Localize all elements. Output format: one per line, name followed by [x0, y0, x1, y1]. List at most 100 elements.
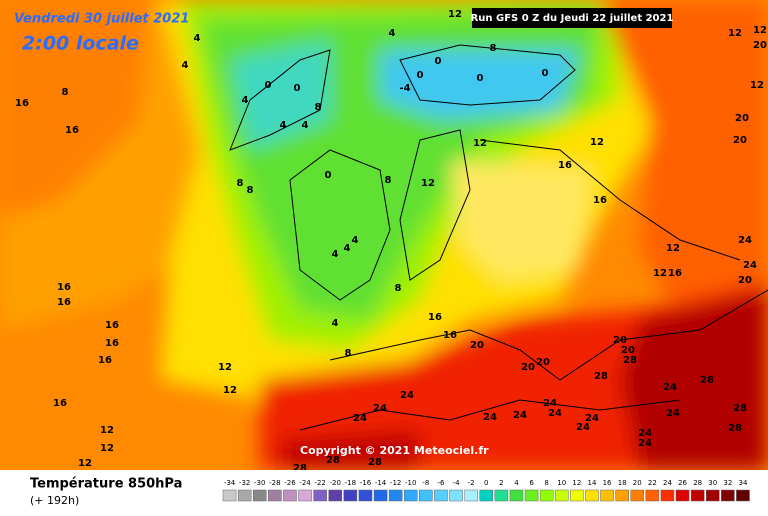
contour-label: 16	[53, 398, 67, 409]
contour-label: 8	[237, 178, 244, 189]
scale-swatch	[660, 489, 675, 502]
contour-label: 12	[100, 443, 114, 454]
contour-label: 12	[448, 9, 462, 20]
contour-label: 16	[105, 338, 119, 349]
scale-swatch	[524, 489, 539, 502]
temperature-field	[0, 0, 768, 470]
contour-label: 16	[443, 330, 457, 341]
scale-label: -28	[269, 479, 280, 487]
contour-label: 0	[542, 68, 549, 79]
scale-swatch	[388, 489, 403, 502]
contour-label: 24	[743, 260, 757, 271]
scale-swatch	[464, 489, 478, 502]
scale-label: 10	[557, 479, 566, 487]
scale-swatch	[690, 489, 705, 502]
contour-label: 24	[666, 408, 680, 419]
scale-swatch	[479, 489, 494, 502]
contour-label: 12	[666, 243, 680, 254]
contour-label: 12	[78, 458, 92, 469]
scale-label: 22	[648, 479, 657, 487]
contour-label: 4	[302, 120, 309, 131]
contour-label: 28	[733, 403, 747, 414]
legend-title: Température 850hPa	[30, 477, 182, 492]
scale-label: 2	[499, 479, 503, 487]
contour-label: 24	[638, 428, 652, 439]
contour-label: 8	[395, 283, 402, 294]
contour-label: 28	[728, 423, 742, 434]
scale-label: -26	[284, 479, 296, 487]
scale-swatch	[373, 489, 388, 502]
scale-label: 24	[663, 479, 672, 487]
contour-label: 20	[613, 335, 627, 346]
scale-label: -20	[330, 479, 341, 487]
scale-label: -2	[468, 479, 475, 487]
contour-label: 16	[668, 268, 682, 279]
contour-label: 24	[585, 413, 599, 424]
time-subtitle: 2:00 locale	[22, 33, 139, 55]
contour-label: 4	[344, 243, 351, 254]
scale-swatch	[615, 489, 629, 502]
contour-label: 4	[352, 235, 359, 246]
contour-label: 20	[733, 135, 747, 146]
scale-swatch	[705, 489, 720, 502]
contour-label: 16	[558, 160, 572, 171]
contour-label: 28	[594, 371, 608, 382]
scale-label: 4	[514, 479, 519, 487]
scale-label: -10	[405, 479, 416, 487]
contour-label: 24	[483, 412, 497, 423]
scale-swatch	[268, 489, 282, 502]
scale-label: 14	[587, 479, 596, 487]
scale-label: 0	[484, 479, 488, 487]
scale-swatch	[222, 489, 237, 502]
scale-label: 6	[529, 479, 534, 487]
scale-label: -12	[390, 479, 401, 487]
scale-swatch	[554, 489, 569, 502]
scale-label: 28	[693, 479, 702, 487]
scale-swatch	[434, 489, 448, 502]
scale-label: 32	[723, 479, 732, 487]
contour-label: 12	[100, 425, 114, 436]
contour-label: 8	[490, 43, 497, 54]
scale-swatch	[358, 489, 373, 502]
contour-label: 12	[753, 25, 767, 36]
scale-label: 16	[603, 479, 612, 487]
date-title: Vendredi 30 juillet 2021	[14, 12, 189, 27]
scale-label: 12	[572, 479, 581, 487]
contour-label: 20	[735, 113, 749, 124]
contour-label: 24	[543, 398, 557, 409]
scale-swatch	[313, 489, 327, 502]
contour-label: 4	[242, 95, 249, 106]
contour-label: 4	[332, 318, 339, 329]
contour-label: 8	[315, 102, 322, 113]
contour-label: 16	[98, 355, 112, 366]
run-info-box	[472, 8, 672, 28]
scale-label: -16	[360, 479, 372, 487]
run-info: Run GFS 0 Z du Jeudi 22 juillet 2021	[471, 13, 674, 24]
scale-swatch	[343, 489, 358, 502]
scale-swatch	[585, 489, 599, 502]
contour-label: 8	[62, 87, 69, 98]
contour-label: 24	[353, 413, 367, 424]
scale-swatch	[630, 489, 645, 502]
scale-label: 30	[708, 479, 717, 487]
scale-label: -34	[224, 479, 236, 487]
contour-label: 8	[385, 175, 392, 186]
scale-swatch	[449, 489, 463, 502]
contour-label: 8	[345, 348, 352, 359]
scale-swatch	[539, 489, 554, 502]
color-scale: -34 -32 -30 -28 -26 -24 -22 -20 -18 -16 -14 -12 -10-…	[222, 479, 750, 502]
scale-swatch	[298, 489, 312, 502]
contour-label: 24	[738, 235, 752, 246]
scale-label: -4	[453, 479, 461, 487]
contour-label: 24	[373, 403, 387, 414]
contour-label: 20	[470, 340, 484, 351]
contour-label: 0	[417, 70, 424, 81]
contour-label: 20	[738, 275, 752, 286]
contour-label: 0	[265, 80, 272, 91]
contour-label: 8	[247, 185, 254, 196]
contour-label: 24	[400, 390, 414, 401]
contour-label: 16	[105, 320, 119, 331]
